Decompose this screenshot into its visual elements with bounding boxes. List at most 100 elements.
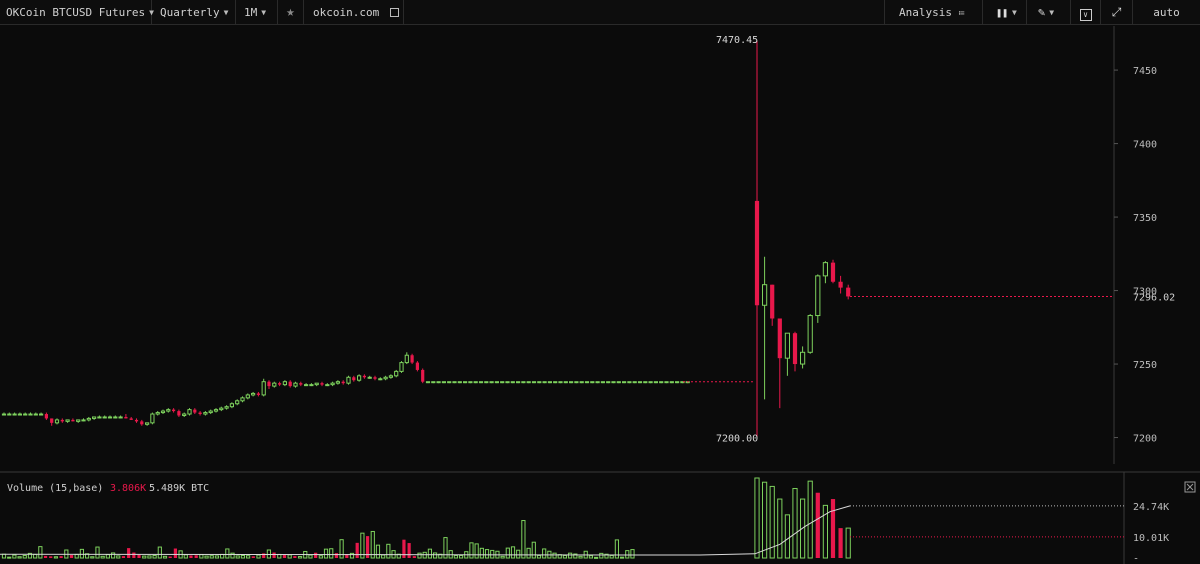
candle-body — [17, 413, 22, 416]
volume-bar — [599, 552, 604, 559]
volume-ma-line — [0, 505, 851, 556]
volume-bar — [433, 552, 438, 559]
volume-bar — [74, 553, 79, 559]
indicators-button[interactable]: ∨ — [1071, 0, 1101, 25]
candles-layer — [1, 40, 851, 438]
candle-body — [830, 262, 836, 282]
contract-selector[interactable]: Quarterly ▼ — [152, 0, 236, 25]
candle-body — [669, 381, 674, 384]
external-link-icon — [389, 8, 399, 17]
volume-bar — [38, 546, 43, 559]
volume-bar — [609, 554, 614, 559]
volume-bar — [27, 552, 33, 559]
candle-body — [484, 381, 489, 384]
price-tick-label: 7300 — [1133, 287, 1157, 298]
candle-body — [558, 381, 563, 384]
candle-body — [134, 419, 139, 422]
candle-body — [637, 381, 643, 384]
candle-body — [182, 413, 187, 416]
candle-body — [267, 381, 271, 387]
close-icon[interactable] — [1184, 481, 1196, 493]
volume-bar — [838, 528, 843, 558]
scale-mode-button[interactable]: auto — [1133, 0, 1200, 25]
candle-body — [579, 381, 584, 384]
candle-body — [309, 384, 314, 387]
candle-body — [590, 381, 595, 384]
candle-body — [547, 381, 552, 384]
candle-body — [425, 381, 431, 384]
candle-body — [383, 376, 388, 380]
volume-legend-name: Volume (15,base) — [7, 483, 103, 494]
volume-bar — [7, 556, 12, 559]
volume-bar — [568, 552, 573, 559]
candle-body — [367, 376, 372, 379]
candle-body — [102, 416, 107, 419]
price-tick-label: 7450 — [1133, 66, 1157, 77]
volume-bar — [516, 549, 521, 559]
volume-bar — [822, 504, 828, 559]
candle-body — [213, 409, 219, 412]
volume-bar — [604, 553, 609, 559]
fullscreen-button[interactable]: ⤢ — [1101, 0, 1133, 25]
volume-bar — [194, 555, 198, 558]
candle-body — [124, 416, 128, 419]
site-link[interactable]: okcoin.com — [304, 0, 404, 25]
candle-body — [373, 377, 377, 379]
star-icon[interactable]: ★ — [278, 0, 304, 25]
candle-body — [208, 410, 213, 414]
volume-bar — [625, 550, 630, 559]
volume-tick-label: 24.74K — [1133, 502, 1169, 513]
candle-body — [357, 375, 362, 381]
chevron-down-icon: ▼ — [1012, 8, 1017, 17]
volume-bar — [474, 543, 479, 559]
candle-body — [415, 362, 419, 370]
volume-bar — [314, 552, 318, 558]
pencil-icon: ✎ — [1038, 5, 1046, 19]
candle-body — [600, 381, 605, 384]
volume-bar — [189, 555, 193, 558]
candle-body — [846, 287, 851, 297]
drawing-tools-selector[interactable]: ✎ ▼ — [1027, 0, 1071, 25]
last-price-label: 7296.02 — [1133, 292, 1175, 303]
candle-body — [60, 419, 64, 422]
candle-body — [452, 381, 457, 384]
analysis-button[interactable]: Analysis ≔ — [884, 0, 983, 25]
candle-body — [584, 381, 590, 384]
candle-body — [478, 381, 484, 384]
volume-bar — [127, 548, 131, 558]
candle-body — [330, 382, 335, 386]
interval-label: 1M — [244, 6, 258, 19]
candle-body — [754, 200, 760, 306]
volume-bar — [355, 542, 359, 558]
volume-bar — [293, 556, 297, 558]
volume-bar — [407, 543, 411, 558]
volume-bar — [754, 477, 760, 559]
volume-tick-label: 10.01K — [1133, 533, 1169, 544]
candle-body — [410, 355, 414, 363]
candle-body — [282, 381, 287, 386]
volume-bar — [287, 554, 292, 559]
price-tick-label: 7350 — [1133, 213, 1157, 224]
candle-body — [172, 409, 176, 412]
volume-legend-value-1: 3.806K — [110, 483, 146, 494]
volume-bar — [49, 556, 53, 558]
chart-type-selector[interactable]: ❚❚ ▼ — [983, 0, 1027, 25]
symbol-selector[interactable]: OKCoin BTCUSD Futures ▼ — [0, 0, 154, 25]
volume-bar — [168, 556, 172, 558]
candle-body — [150, 413, 155, 424]
chart-area[interactable]: 7450 7400 7350 7300 7250 7200 24.74K 10.01K - 7… — [0, 26, 1200, 564]
interval-selector[interactable]: 1M ▼ — [236, 0, 278, 25]
price-axis: 7450 7400 7350 7300 7250 7200 — [1114, 66, 1157, 445]
candle-body — [553, 381, 558, 384]
volume-bar — [323, 548, 329, 559]
volume-bar — [266, 549, 271, 559]
candle-body — [473, 381, 478, 384]
candle-body — [489, 381, 494, 384]
chart-background — [0, 26, 1200, 564]
candle-body — [272, 382, 277, 387]
volume-bar — [453, 554, 458, 559]
volume-bar — [17, 556, 22, 559]
volume-bar — [365, 536, 370, 558]
candle-body — [28, 413, 33, 416]
candle-body — [341, 381, 345, 384]
